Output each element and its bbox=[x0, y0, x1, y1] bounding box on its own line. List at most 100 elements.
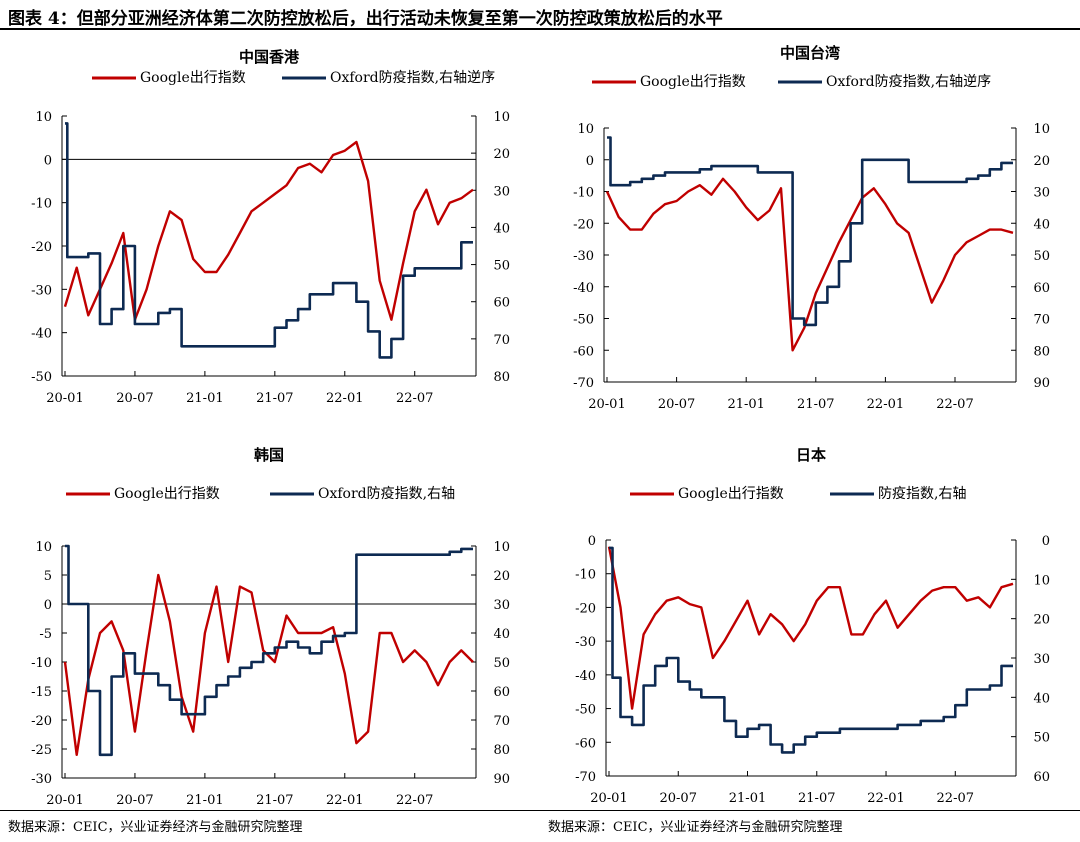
source-note-left: 数据来源：CEIC，兴业证券经济与金融研究院整理 bbox=[8, 820, 303, 835]
legend-label: Google出行指数 bbox=[678, 486, 784, 502]
y2-tick-label: 70 bbox=[493, 714, 510, 729]
legend-label: Google出行指数 bbox=[640, 74, 746, 90]
chart-panel-japan: 日本 Google出行指数 防疫指数,右轴 0 -10 -20 -30 -40 -50 -60 -7… bbox=[540, 440, 1080, 835]
google-series-line bbox=[607, 546, 1014, 710]
y-tick-label: -20 bbox=[575, 601, 596, 616]
oxford-series-line bbox=[607, 136, 1013, 327]
x-tick-label: 20-07 bbox=[116, 793, 153, 808]
y2-tick-label: 40 bbox=[1033, 691, 1050, 706]
legend-label: Oxford防疫指数,右轴 bbox=[318, 486, 455, 502]
y-tick-label: -30 bbox=[31, 772, 52, 787]
y-tick-label: 0 bbox=[588, 534, 596, 549]
y2-tick-label: 10 bbox=[1033, 573, 1050, 588]
x-tick-label: 21-01 bbox=[186, 391, 223, 406]
y-tick-label: -20 bbox=[573, 217, 594, 232]
x-tick-label: 21-07 bbox=[256, 793, 293, 808]
x-tick-label: 21-07 bbox=[798, 791, 835, 806]
y2-tick-label: 70 bbox=[1033, 313, 1050, 328]
y2-tick-label: 60 bbox=[1033, 770, 1050, 785]
chart-title: 日本 bbox=[796, 446, 826, 464]
y2-tick-label: 30 bbox=[493, 184, 510, 199]
chart-title: 中国台湾 bbox=[780, 44, 840, 62]
x-tick-label: 22-01 bbox=[867, 791, 904, 806]
x-tick-label: 21-01 bbox=[186, 793, 223, 808]
y-tick-label: -70 bbox=[573, 376, 594, 391]
x-tick-label: 21-01 bbox=[729, 791, 766, 806]
y-tick-label: -60 bbox=[575, 736, 596, 751]
y-tick-label: -40 bbox=[31, 327, 52, 342]
y2-tick-label: 40 bbox=[1033, 217, 1050, 232]
y2-tick-label: 20 bbox=[493, 147, 510, 162]
google-series-line bbox=[63, 573, 474, 756]
y-tick-label: -15 bbox=[31, 685, 52, 700]
y-tick-label: -20 bbox=[31, 240, 52, 255]
chart-svg: 日本 Google出行指数 防疫指数,右轴 0 -10 -20 -30 -40 -50 -60 -7… bbox=[575, 446, 1050, 806]
y2-tick-label: 60 bbox=[493, 685, 510, 700]
footer-rule bbox=[0, 810, 1080, 811]
y-tick-label: -40 bbox=[573, 281, 594, 296]
y-tick-label: -50 bbox=[575, 703, 596, 718]
y2-tick-label: 50 bbox=[493, 656, 510, 671]
x-tick-label: 21-01 bbox=[727, 397, 764, 412]
x-tick-label: 22-01 bbox=[326, 793, 363, 808]
google-series-line bbox=[63, 140, 474, 321]
y2-tick-label: 40 bbox=[493, 627, 510, 642]
chart-panel-taiwan: 中国台湾 Google出行指数 Oxford防疫指数,右轴逆序 10 0 -10 -20 -3… bbox=[540, 38, 1080, 433]
x-tick-label: 22-01 bbox=[326, 391, 363, 406]
y2-tick-label: 20 bbox=[493, 569, 510, 584]
oxford-series-line bbox=[65, 544, 473, 757]
y-tick-label: -10 bbox=[31, 656, 52, 671]
y-tick-label: -10 bbox=[573, 186, 594, 201]
y-tick-label: -50 bbox=[31, 370, 52, 385]
y2-tick-label: 30 bbox=[1033, 186, 1050, 201]
x-tick-label: 21-07 bbox=[797, 397, 834, 412]
chart-panel-hongkong: 中国香港 Google出行指数 Oxford防疫指数,右轴逆序 10 0 -10 -20 -3… bbox=[0, 38, 540, 433]
x-tick-label: 21-07 bbox=[256, 391, 293, 406]
y2-tick-label: 50 bbox=[1033, 731, 1050, 746]
x-tick-label: 20-01 bbox=[46, 391, 83, 406]
x-tick-label: 20-01 bbox=[588, 397, 625, 412]
y-tick-label: -10 bbox=[575, 568, 596, 583]
legend-label: Google出行指数 bbox=[114, 486, 220, 502]
y2-tick-label: 60 bbox=[1033, 281, 1050, 296]
chart-svg: 中国香港 Google出行指数 Oxford防疫指数,右轴逆序 10 0 -10 -20 -3… bbox=[31, 48, 510, 406]
x-tick-label: 22-01 bbox=[867, 397, 904, 412]
y2-tick-label: 10 bbox=[1033, 122, 1050, 137]
x-tick-label: 20-07 bbox=[660, 791, 697, 806]
google-series-line bbox=[605, 177, 1014, 352]
source-note-right: 数据来源：CEIC，兴业证券经济与金融研究院整理 bbox=[548, 820, 843, 835]
y2-tick-label: 20 bbox=[1033, 613, 1050, 628]
y-tick-label: -30 bbox=[573, 249, 594, 264]
y2-tick-label: 50 bbox=[493, 259, 510, 274]
y2-tick-label: 30 bbox=[1033, 652, 1050, 667]
y-tick-label: -40 bbox=[575, 669, 596, 684]
y-tick-label: 10 bbox=[35, 110, 52, 125]
y2-tick-label: 30 bbox=[493, 598, 510, 613]
y2-tick-label: 60 bbox=[493, 296, 510, 311]
oxford-series-line bbox=[609, 546, 1013, 754]
legend-label: Oxford防疫指数,右轴逆序 bbox=[330, 70, 495, 86]
y2-tick-label: 10 bbox=[493, 540, 510, 555]
y-tick-label: 10 bbox=[35, 540, 52, 555]
y-tick-label: -60 bbox=[573, 344, 594, 359]
x-tick-label: 22-07 bbox=[396, 391, 433, 406]
y-tick-label: -10 bbox=[31, 197, 52, 212]
figure-title: 图表 4：但部分亚洲经济体第二次防控放松后，出行活动未恢复至第一次防控政策放松后… bbox=[8, 9, 723, 29]
y2-tick-label: 80 bbox=[493, 743, 510, 758]
legend-label: 防疫指数,右轴 bbox=[878, 486, 966, 502]
y2-tick-label: 90 bbox=[493, 772, 510, 787]
y2-tick-label: 70 bbox=[493, 333, 510, 348]
legend-label: Google出行指数 bbox=[140, 70, 246, 86]
x-tick-label: 22-07 bbox=[937, 791, 974, 806]
y-tick-label: 5 bbox=[44, 569, 52, 584]
y2-tick-label: 10 bbox=[493, 110, 510, 125]
y2-tick-label: 90 bbox=[1033, 376, 1050, 391]
chart-title: 韩国 bbox=[254, 446, 284, 464]
y-tick-label: -30 bbox=[31, 283, 52, 298]
y-tick-label: -5 bbox=[39, 627, 52, 642]
oxford-series-line bbox=[65, 122, 473, 359]
y2-tick-label: 40 bbox=[493, 221, 510, 236]
x-tick-label: 20-07 bbox=[658, 397, 695, 412]
x-tick-label: 20-01 bbox=[590, 791, 627, 806]
